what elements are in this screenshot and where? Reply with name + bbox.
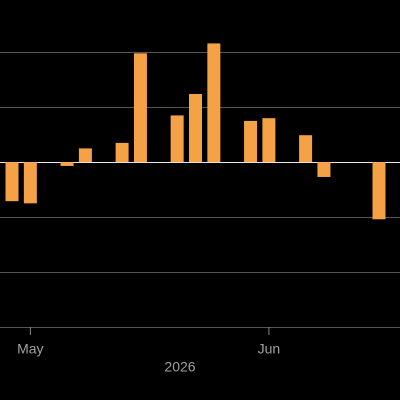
- bar: [299, 135, 313, 163]
- bar: [5, 162, 19, 202]
- x-tick-label: May: [17, 341, 43, 357]
- bar: [115, 142, 129, 163]
- x-tick-label: Jun: [258, 341, 281, 357]
- x-axis-label: 2026: [164, 359, 195, 375]
- bar: [372, 162, 386, 220]
- bar: [60, 162, 74, 166]
- bar: [262, 118, 276, 163]
- bar: [170, 115, 184, 163]
- bar: [189, 93, 202, 163]
- bar: [207, 43, 221, 163]
- bar: [244, 120, 258, 163]
- bar: [78, 148, 92, 163]
- bar: [317, 162, 331, 177]
- bar: [23, 162, 37, 204]
- bar: [133, 53, 147, 163]
